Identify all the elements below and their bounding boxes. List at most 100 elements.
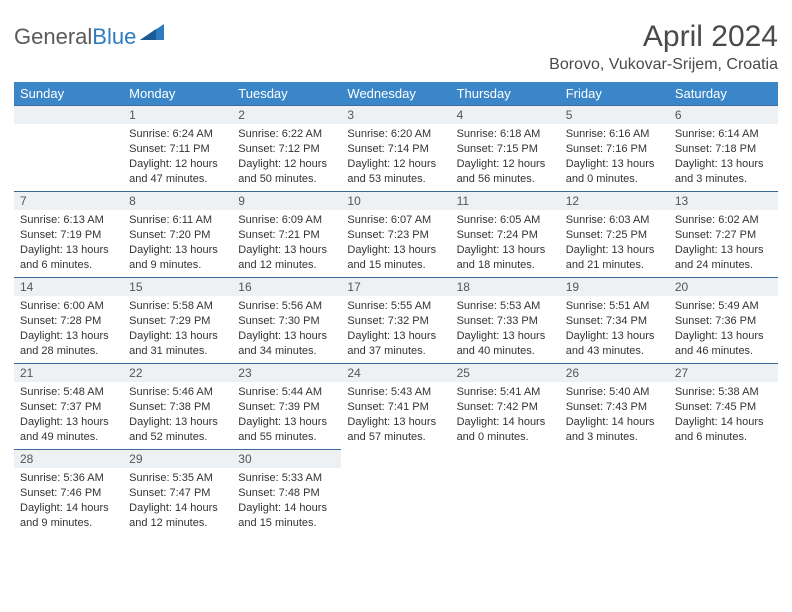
day-info: Sunrise: 5:51 AMSunset: 7:34 PMDaylight:… xyxy=(560,296,669,358)
sunset-text: Sunset: 7:25 PM xyxy=(566,228,663,243)
sunset-text: Sunset: 7:39 PM xyxy=(238,400,335,415)
sunset-text: Sunset: 7:30 PM xyxy=(238,314,335,329)
sunrise-text: Sunrise: 5:33 AM xyxy=(238,471,335,486)
daylight-text: and 31 minutes. xyxy=(129,344,226,359)
calendar-cell: 2Sunrise: 6:22 AMSunset: 7:12 PMDaylight… xyxy=(232,105,341,191)
sunset-text: Sunset: 7:28 PM xyxy=(20,314,117,329)
sunrise-text: Sunrise: 6:05 AM xyxy=(457,213,554,228)
day-info: Sunrise: 5:44 AMSunset: 7:39 PMDaylight:… xyxy=(232,382,341,444)
calendar-cell: 23Sunrise: 5:44 AMSunset: 7:39 PMDayligh… xyxy=(232,363,341,449)
day-info: Sunrise: 5:58 AMSunset: 7:29 PMDaylight:… xyxy=(123,296,232,358)
day-number: 27 xyxy=(669,363,778,382)
weekday-header: Tuesday xyxy=(232,82,341,105)
calendar-cell: 16Sunrise: 5:56 AMSunset: 7:30 PMDayligh… xyxy=(232,277,341,363)
day-info: Sunrise: 5:33 AMSunset: 7:48 PMDaylight:… xyxy=(232,468,341,530)
daylight-text: Daylight: 14 hours xyxy=(566,415,663,430)
daylight-text: and 21 minutes. xyxy=(566,258,663,273)
sunset-text: Sunset: 7:19 PM xyxy=(20,228,117,243)
daylight-text: and 40 minutes. xyxy=(457,344,554,359)
sunrise-text: Sunrise: 6:13 AM xyxy=(20,213,117,228)
weekday-header: Monday xyxy=(123,82,232,105)
weekday-header: Sunday xyxy=(14,82,123,105)
day-info: Sunrise: 5:48 AMSunset: 7:37 PMDaylight:… xyxy=(14,382,123,444)
logo-text: GeneralBlue xyxy=(14,24,136,50)
daylight-text: Daylight: 12 hours xyxy=(129,157,226,172)
daylight-text: and 56 minutes. xyxy=(457,172,554,187)
sunrise-text: Sunrise: 6:03 AM xyxy=(566,213,663,228)
sunrise-text: Sunrise: 6:20 AM xyxy=(347,127,444,142)
day-number: 19 xyxy=(560,277,669,296)
daylight-text: and 0 minutes. xyxy=(457,430,554,445)
calendar-cell: 26Sunrise: 5:40 AMSunset: 7:43 PMDayligh… xyxy=(560,363,669,449)
day-info: Sunrise: 5:38 AMSunset: 7:45 PMDaylight:… xyxy=(669,382,778,444)
sunrise-text: Sunrise: 5:43 AM xyxy=(347,385,444,400)
calendar-cell: 5Sunrise: 6:16 AMSunset: 7:16 PMDaylight… xyxy=(560,105,669,191)
day-number: 5 xyxy=(560,105,669,124)
day-info: Sunrise: 6:09 AMSunset: 7:21 PMDaylight:… xyxy=(232,210,341,272)
day-number: 9 xyxy=(232,191,341,210)
sunrise-text: Sunrise: 6:07 AM xyxy=(347,213,444,228)
sunset-text: Sunset: 7:24 PM xyxy=(457,228,554,243)
calendar-cell: 3Sunrise: 6:20 AMSunset: 7:14 PMDaylight… xyxy=(341,105,450,191)
daylight-text: and 3 minutes. xyxy=(675,172,772,187)
day-info: Sunrise: 6:16 AMSunset: 7:16 PMDaylight:… xyxy=(560,124,669,186)
sunrise-text: Sunrise: 5:48 AM xyxy=(20,385,117,400)
daylight-text: and 28 minutes. xyxy=(20,344,117,359)
day-info: Sunrise: 6:22 AMSunset: 7:12 PMDaylight:… xyxy=(232,124,341,186)
page-title: April 2024 xyxy=(549,20,778,54)
sunrise-text: Sunrise: 5:58 AM xyxy=(129,299,226,314)
sunrise-text: Sunrise: 5:55 AM xyxy=(347,299,444,314)
daylight-text: Daylight: 13 hours xyxy=(129,415,226,430)
daylight-text: Daylight: 12 hours xyxy=(238,157,335,172)
sunset-text: Sunset: 7:18 PM xyxy=(675,142,772,157)
sunrise-text: Sunrise: 5:46 AM xyxy=(129,385,226,400)
logo-text-blue: Blue xyxy=(92,24,136,49)
sunset-text: Sunset: 7:32 PM xyxy=(347,314,444,329)
sunrise-text: Sunrise: 6:14 AM xyxy=(675,127,772,142)
daylight-text: and 6 minutes. xyxy=(20,258,117,273)
day-number: 20 xyxy=(669,277,778,296)
daylight-text: Daylight: 14 hours xyxy=(238,501,335,516)
empty-day xyxy=(14,105,123,124)
calendar-cell: 20Sunrise: 5:49 AMSunset: 7:36 PMDayligh… xyxy=(669,277,778,363)
calendar-cell: 29Sunrise: 5:35 AMSunset: 7:47 PMDayligh… xyxy=(123,449,232,535)
sunset-text: Sunset: 7:46 PM xyxy=(20,486,117,501)
daylight-text: Daylight: 13 hours xyxy=(457,243,554,258)
sunset-text: Sunset: 7:38 PM xyxy=(129,400,226,415)
sunrise-text: Sunrise: 5:56 AM xyxy=(238,299,335,314)
daylight-text: and 55 minutes. xyxy=(238,430,335,445)
daylight-text: Daylight: 14 hours xyxy=(129,501,226,516)
calendar-cell: 19Sunrise: 5:51 AMSunset: 7:34 PMDayligh… xyxy=(560,277,669,363)
calendar-week-row: 28Sunrise: 5:36 AMSunset: 7:46 PMDayligh… xyxy=(14,449,778,535)
sunset-text: Sunset: 7:48 PM xyxy=(238,486,335,501)
sunrise-text: Sunrise: 5:51 AM xyxy=(566,299,663,314)
daylight-text: and 43 minutes. xyxy=(566,344,663,359)
calendar-cell: 7Sunrise: 6:13 AMSunset: 7:19 PMDaylight… xyxy=(14,191,123,277)
day-number: 3 xyxy=(341,105,450,124)
calendar-week-row: 7Sunrise: 6:13 AMSunset: 7:19 PMDaylight… xyxy=(14,191,778,277)
sunset-text: Sunset: 7:34 PM xyxy=(566,314,663,329)
calendar-cell: 6Sunrise: 6:14 AMSunset: 7:18 PMDaylight… xyxy=(669,105,778,191)
title-block: April 2024 Borovo, Vukovar-Srijem, Croat… xyxy=(549,20,778,74)
day-number: 30 xyxy=(232,449,341,468)
day-number: 22 xyxy=(123,363,232,382)
daylight-text: and 57 minutes. xyxy=(347,430,444,445)
calendar-cell: 17Sunrise: 5:55 AMSunset: 7:32 PMDayligh… xyxy=(341,277,450,363)
calendar-week-row: 1Sunrise: 6:24 AMSunset: 7:11 PMDaylight… xyxy=(14,105,778,191)
calendar-cell xyxy=(451,449,560,535)
calendar-cell: 9Sunrise: 6:09 AMSunset: 7:21 PMDaylight… xyxy=(232,191,341,277)
day-info: Sunrise: 6:00 AMSunset: 7:28 PMDaylight:… xyxy=(14,296,123,358)
calendar-cell: 27Sunrise: 5:38 AMSunset: 7:45 PMDayligh… xyxy=(669,363,778,449)
calendar-cell: 14Sunrise: 6:00 AMSunset: 7:28 PMDayligh… xyxy=(14,277,123,363)
calendar-cell: 8Sunrise: 6:11 AMSunset: 7:20 PMDaylight… xyxy=(123,191,232,277)
sunrise-text: Sunrise: 6:16 AM xyxy=(566,127,663,142)
calendar-cell: 28Sunrise: 5:36 AMSunset: 7:46 PMDayligh… xyxy=(14,449,123,535)
daylight-text: Daylight: 14 hours xyxy=(20,501,117,516)
day-info: Sunrise: 5:49 AMSunset: 7:36 PMDaylight:… xyxy=(669,296,778,358)
sunrise-text: Sunrise: 6:02 AM xyxy=(675,213,772,228)
weekday-header: Saturday xyxy=(669,82,778,105)
daylight-text: Daylight: 13 hours xyxy=(347,415,444,430)
sunrise-text: Sunrise: 5:49 AM xyxy=(675,299,772,314)
sunset-text: Sunset: 7:33 PM xyxy=(457,314,554,329)
day-number: 26 xyxy=(560,363,669,382)
